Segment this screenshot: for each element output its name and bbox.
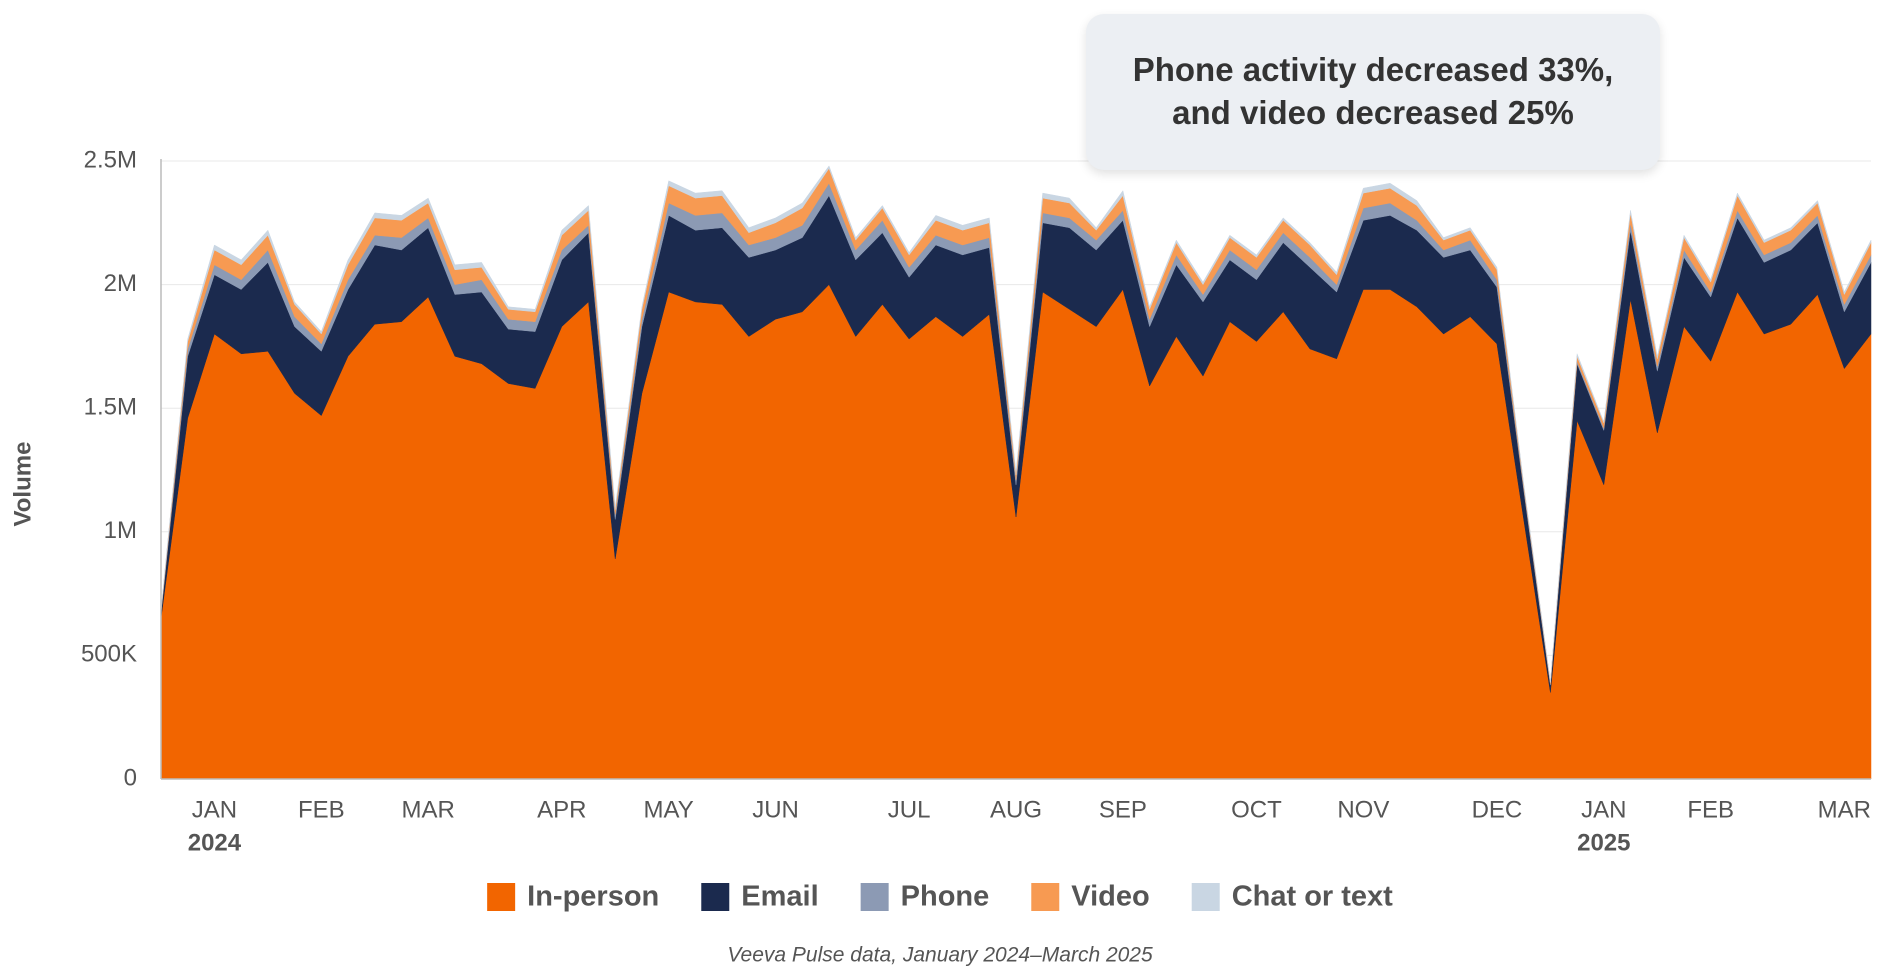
x-tick-label: DEC (1472, 796, 1523, 823)
x-tick-label: JAN (192, 796, 237, 823)
legend-label: Email (741, 881, 818, 913)
legend-label: In-person (527, 881, 659, 913)
x-tick-label: JAN (1581, 796, 1626, 823)
legend-swatch (860, 883, 889, 911)
legend-label: Phone (901, 881, 990, 913)
x-tick-label: FEB (1687, 796, 1734, 823)
y-tick-label: 2.5M (84, 146, 137, 173)
y-tick-label: 1.5M (84, 394, 137, 421)
legend: In-person Email Phone Video Chat or text (487, 881, 1393, 913)
source: Veeva Pulse data, January 2024–March 202… (727, 944, 1153, 967)
x-year-label: 2024 (188, 829, 242, 856)
area (160, 165, 1872, 683)
legend-swatch (1191, 883, 1220, 911)
x-tick-label: NOV (1337, 796, 1389, 823)
x-tick-label: MAR (1818, 796, 1871, 823)
x-tick-label: FEB (298, 796, 345, 823)
y-tick-label: 0 (124, 764, 137, 791)
legend-swatch (1031, 883, 1060, 911)
x-tick-label: MAY (644, 796, 694, 823)
y-tick-label: 500K (81, 641, 137, 668)
legend-swatch (701, 883, 730, 911)
annotation-line: Phone activity decreased 33%, (1132, 51, 1614, 89)
x-year-label: 2025 (1577, 829, 1630, 856)
legend-label: Chat or text (1232, 881, 1393, 913)
annotation-line: and video decreased 25% (1172, 94, 1574, 131)
x-tick-label: OCT (1231, 796, 1282, 823)
y-axis-label: Volume (9, 442, 36, 527)
legend-label: Video (1071, 881, 1149, 913)
legend-swatch (487, 883, 516, 911)
y-tick-label: 1M (104, 517, 137, 544)
x-tick-label: AUG (990, 796, 1042, 823)
x-tick-label: JUL (888, 796, 931, 823)
x-tick-label: SEP (1099, 796, 1147, 823)
x-tick-label: MAR (402, 796, 455, 823)
x-tick-label: JUN (752, 796, 799, 823)
annotation: Phone activity decreased 33%, and video … (1086, 14, 1660, 170)
y-tick-label: 2M (104, 270, 137, 297)
x-tick-label: APR (537, 796, 586, 823)
